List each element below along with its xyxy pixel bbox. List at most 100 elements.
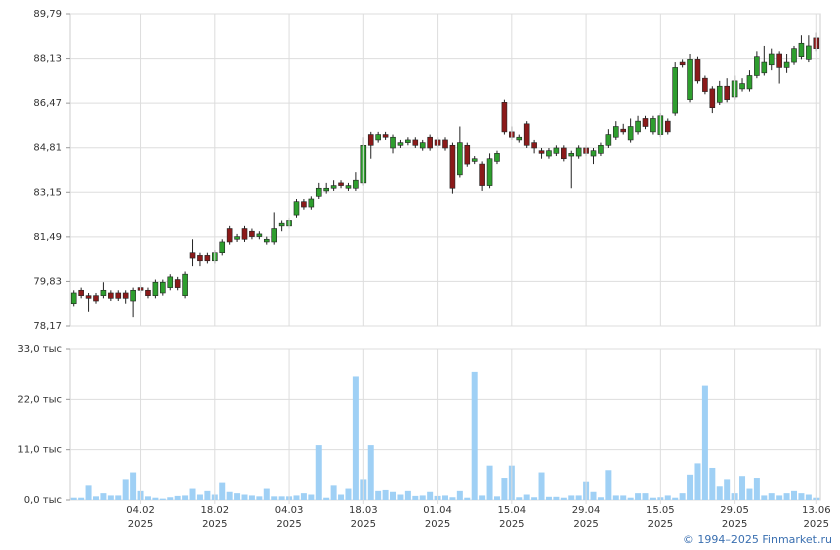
candle-body [167, 276, 174, 288]
volume-bar [501, 478, 508, 500]
candle-body [353, 179, 359, 189]
candle-body [679, 61, 686, 66]
candle-body [278, 222, 285, 227]
candle-body [553, 147, 560, 154]
volume-bar [516, 497, 523, 500]
candle-body [716, 85, 723, 103]
y-tick-label: 89,79 [33, 9, 62, 20]
volume-bar [345, 488, 352, 500]
volume-bar [204, 490, 211, 500]
candle-body [427, 136, 433, 149]
volume-bar [545, 496, 552, 500]
candle-body [724, 85, 730, 100]
volume-bar [538, 472, 545, 500]
candle-body [182, 273, 188, 296]
volume-bar [575, 495, 582, 500]
volume-bar [315, 445, 322, 500]
candle-body [249, 230, 255, 237]
volume-bar [605, 470, 612, 500]
volume-bar [122, 479, 129, 500]
volume-bar [70, 497, 77, 500]
candle-body [635, 120, 641, 133]
volume-bar [687, 474, 694, 500]
x-tick-label: 29.05 2025 [720, 505, 749, 530]
volume-bar [397, 494, 404, 500]
candle-body [694, 59, 701, 82]
candle-body [78, 289, 84, 296]
volume-bar [300, 493, 307, 500]
candle-body [620, 128, 627, 133]
volume-bar [107, 495, 114, 500]
candle-body [806, 45, 812, 60]
candle-body [494, 153, 500, 162]
candle-body [590, 150, 597, 157]
candle-body [234, 236, 240, 240]
candle-body [523, 123, 530, 146]
candle-body [754, 56, 760, 76]
candle-body [375, 134, 381, 141]
volume-bar [523, 494, 530, 500]
y-tick-label: 79,83 [33, 276, 62, 287]
candle-body [70, 292, 77, 305]
candle-body [330, 185, 337, 189]
candle-body [598, 144, 604, 154]
volume-bar [167, 497, 174, 500]
volume-bar [263, 488, 270, 500]
volume-bar [716, 486, 723, 500]
volume-bar [159, 498, 166, 500]
candle-body [93, 295, 99, 302]
volume-bar [753, 478, 760, 500]
candle-body [308, 198, 315, 208]
candle-body [108, 292, 114, 299]
x-tick-label: 18.02 2025 [200, 505, 230, 530]
candle-body [739, 83, 745, 90]
volume-bar [709, 467, 716, 500]
volume-bar [375, 490, 382, 500]
volume-bar [739, 476, 746, 500]
volume-bar [642, 493, 649, 500]
volume-bar [486, 465, 493, 500]
candle-body [768, 53, 775, 66]
candle-body [390, 136, 396, 149]
y-tick-label: 84,81 [33, 143, 62, 154]
volume-bar [382, 489, 389, 500]
volume-bar [330, 485, 337, 500]
volume-bar [92, 496, 99, 500]
volume-bar [672, 497, 679, 500]
volume-bar [241, 494, 248, 500]
candle-body [798, 42, 805, 57]
volume-bar [419, 495, 426, 500]
volume-bar [367, 445, 374, 500]
candle-body [538, 150, 545, 154]
volume-bar [219, 482, 226, 500]
candle-body [338, 182, 344, 186]
volume-bar [493, 496, 500, 500]
candle-body [174, 279, 181, 288]
candle-body [464, 144, 471, 165]
volume-bar [278, 496, 285, 500]
y-tick-label: 88,13 [33, 54, 62, 65]
candle-body [271, 228, 278, 243]
candle-body [345, 185, 352, 189]
candle-body [397, 142, 404, 146]
volume-bar [85, 485, 92, 500]
x-tick-label: 15.04 2025 [497, 505, 527, 530]
candle-body [219, 241, 226, 253]
candle-body [612, 126, 619, 138]
candle-body [501, 102, 508, 133]
volume-bar [768, 493, 775, 500]
candle-body [85, 295, 92, 299]
candle-body [516, 136, 523, 141]
y-tick-label: 83,15 [33, 187, 62, 198]
volume-bar [130, 472, 137, 500]
candle-body [479, 163, 485, 186]
candle-body [650, 118, 656, 133]
candle-body [367, 134, 374, 146]
y-tick-label: 78,17 [33, 321, 62, 332]
volume-bar [144, 496, 151, 500]
y-tick-label: 86,47 [33, 98, 62, 109]
candle-body [471, 158, 478, 162]
volume-bar [746, 488, 753, 500]
candle-body [412, 139, 419, 146]
volume-bar [798, 493, 805, 500]
